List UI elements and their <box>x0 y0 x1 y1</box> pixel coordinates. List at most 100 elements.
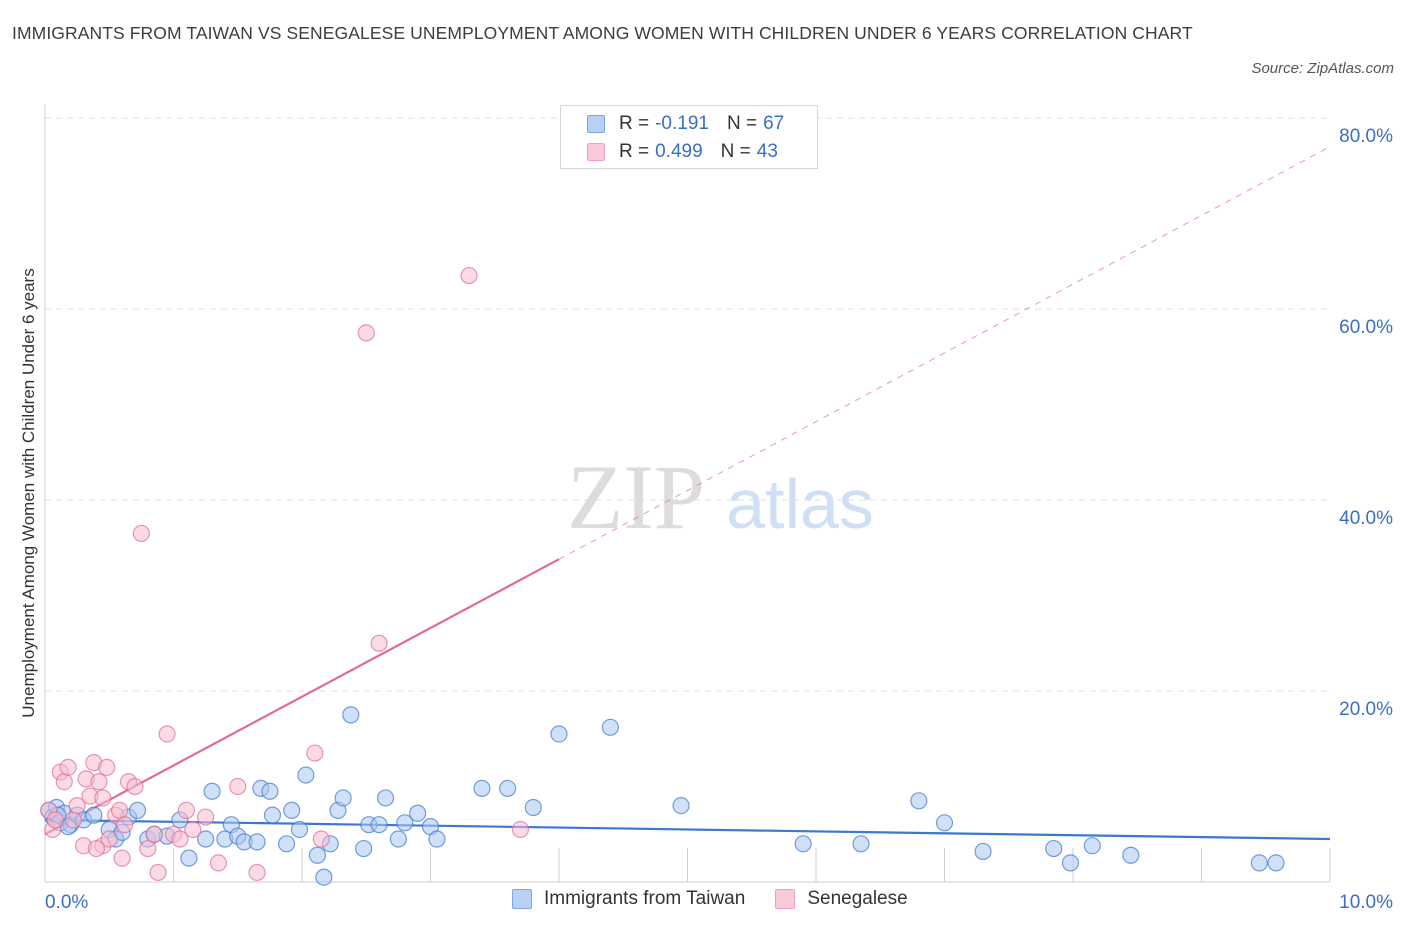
stats-legend-row-taiwan: R = -0.191 N = 67 <box>587 111 784 137</box>
taiwan-swatch <box>587 115 605 133</box>
senegalese-swatch <box>775 889 796 909</box>
senegalese-point <box>46 811 64 829</box>
taiwan-point <box>180 849 198 867</box>
taiwan-point <box>297 766 315 784</box>
senegalese-point <box>197 808 215 826</box>
x-tick-label: 0.0% <box>45 892 88 913</box>
taiwan-point <box>852 835 870 853</box>
senegalese-point <box>55 773 73 791</box>
senegalese-point <box>229 777 247 796</box>
taiwan-point <box>428 830 446 848</box>
grid-lines <box>45 117 1330 692</box>
senegalese-point <box>209 854 228 872</box>
legend-label-senegalese: Senegalese <box>807 888 908 909</box>
senegalese-point <box>370 634 388 652</box>
senegalese-point <box>90 773 108 791</box>
senegalese-point <box>110 801 129 819</box>
taiwan-trend-line <box>44 818 1331 841</box>
taiwan-point <box>396 814 414 832</box>
taiwan-point <box>389 830 407 848</box>
n-value: 67 <box>763 113 785 134</box>
stats-legend-row-senegalese: R = 0.499 N = 43 <box>587 139 778 165</box>
senegalese-point <box>312 830 330 848</box>
tick-labels: 20.0% 40.0% 60.0% 80.0% 0.0% 10.0% <box>45 126 1393 913</box>
senegalese-point <box>357 324 375 342</box>
stats-legend: R = -0.191 N = 67 R = 0.499 N = 43 <box>560 105 818 169</box>
senegalese-point <box>511 820 530 839</box>
axes <box>44 104 1331 883</box>
r-label: R = <box>619 141 650 162</box>
taiwan-point <box>1267 854 1285 872</box>
senegalese-point <box>126 777 144 796</box>
r-value: -0.191 <box>655 113 709 134</box>
taiwan-point <box>128 801 147 819</box>
senegalese-point <box>149 863 167 882</box>
taiwan-point <box>355 839 373 858</box>
y-tick-label: 40.0% <box>1339 508 1393 529</box>
senegalese-point <box>306 744 324 762</box>
senegalese-point <box>87 839 106 858</box>
taiwan-point <box>203 782 221 800</box>
taiwan-point <box>935 814 954 832</box>
taiwan-swatch <box>512 889 532 909</box>
taiwan-point <box>524 798 542 817</box>
taiwan-point <box>308 846 327 864</box>
taiwan-point <box>248 833 266 851</box>
taiwan-point <box>1045 839 1063 858</box>
senegalese-point <box>68 796 86 815</box>
r-value: 0.499 <box>655 141 703 162</box>
n-value: 43 <box>756 141 778 162</box>
senegalese-point <box>59 758 77 777</box>
n-label: N = <box>720 141 751 162</box>
senegalese-point <box>98 758 116 777</box>
taiwan-point <box>277 835 296 853</box>
taiwan-point <box>499 779 517 798</box>
senegalese-point <box>145 825 163 843</box>
senegalese-point <box>100 830 118 848</box>
senegalese-point <box>139 839 157 858</box>
senegalese-point <box>177 801 195 819</box>
senegalese-point <box>64 811 82 829</box>
senegalese-point <box>113 849 131 867</box>
senegalese-point <box>94 789 112 807</box>
senegalese-point <box>132 524 150 543</box>
y-tick-label: 60.0% <box>1339 317 1393 338</box>
r-label: R = <box>619 113 650 134</box>
taiwan-point <box>1122 846 1140 864</box>
series-legend: Immigrants from Taiwan Senegalese <box>512 888 938 910</box>
taiwan-point <box>550 725 568 743</box>
taiwan-point <box>794 835 812 853</box>
taiwan-point <box>283 801 301 819</box>
n-label: N = <box>726 113 758 134</box>
y-tick-label: 80.0% <box>1339 126 1393 147</box>
source-label: Source: ZipAtlas.com <box>1251 60 1394 77</box>
taiwan-point <box>334 789 352 807</box>
senegalese-point <box>158 725 176 743</box>
senegalese-trend-line-dashed <box>558 146 1331 560</box>
senegalese-point <box>460 266 478 285</box>
taiwan-point <box>263 806 282 824</box>
watermark-atlas: atlas <box>726 465 874 543</box>
taiwan-point <box>1250 854 1268 872</box>
taiwan-point <box>601 718 620 736</box>
taiwan-point <box>197 830 215 848</box>
chart-title: IMMIGRANTS FROM TAIWAN VS SENEGALESE UNE… <box>12 23 1193 43</box>
taiwan-point <box>261 782 279 800</box>
senegalese-point <box>248 863 266 882</box>
taiwan-point <box>315 868 333 886</box>
taiwan-point <box>376 789 395 807</box>
x-tick-label: 10.0% <box>1339 892 1393 913</box>
taiwan-point <box>1083 837 1101 855</box>
legend-item-taiwan[interactable]: Immigrants from Taiwan <box>512 888 745 910</box>
watermark-zip: ZIP <box>567 446 705 548</box>
taiwan-point <box>85 806 103 824</box>
legend-item-senegalese[interactable]: Senegalese <box>775 888 908 910</box>
taiwan-point <box>290 820 309 839</box>
senegalese-point <box>184 820 202 839</box>
taiwan-point <box>974 842 992 861</box>
taiwan-point <box>910 792 928 810</box>
taiwan-point <box>672 796 690 815</box>
taiwan-point <box>409 804 427 822</box>
senegalese-point <box>116 816 134 834</box>
